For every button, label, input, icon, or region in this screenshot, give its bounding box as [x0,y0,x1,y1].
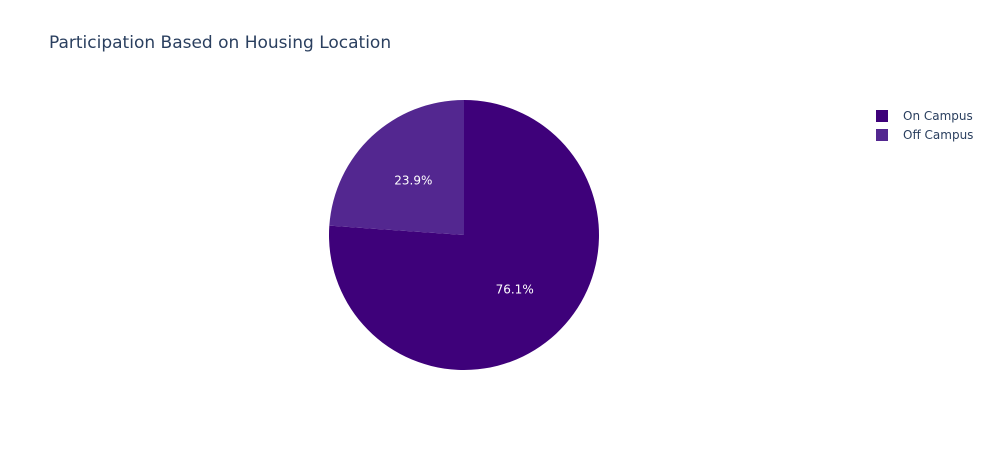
legend-swatch-on-campus [876,109,888,122]
slice-label-off-campus: 23.9% [394,174,432,188]
legend-label-on-campus: On Campus [903,108,973,123]
pie-slice-off-campus[interactable] [329,100,464,235]
legend-item-on-campus[interactable]: On Campus [876,106,973,125]
legend-label-off-campus: Off Campus [903,127,974,142]
slice-label-on-campus: 76.1% [496,282,534,296]
pie-slice-on-campus[interactable] [329,100,599,370]
legend-swatch-off-campus [876,128,888,141]
legend: On Campus Off Campus [876,106,973,144]
legend-item-off-campus[interactable]: Off Campus [876,125,973,144]
chart-title: Participation Based on Housing Location [49,33,392,53]
